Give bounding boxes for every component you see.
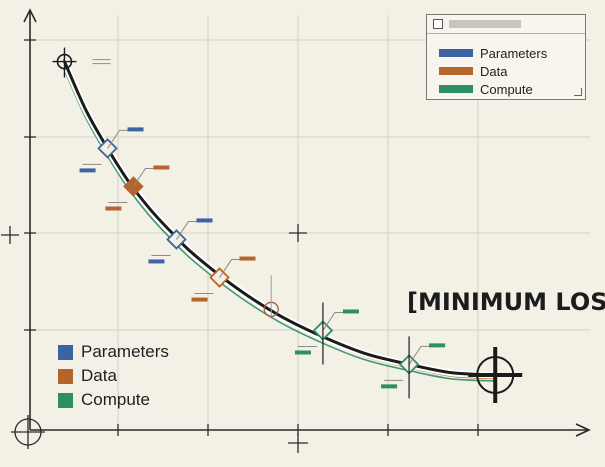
marker-tag	[342, 309, 359, 314]
legend-swatch-compute	[439, 85, 473, 93]
curve-halo	[61, 60, 496, 379]
legend-label-compute: Compute	[480, 81, 533, 97]
legend-inline-label-parameters: Parameters	[81, 342, 169, 361]
crosshair-decorations	[1, 224, 308, 453]
marker-tag	[153, 165, 170, 170]
data-markers	[52, 47, 523, 403]
marker-tag	[105, 206, 122, 211]
marker-start	[52, 47, 111, 78]
marker-leader	[176, 220, 197, 240]
marker-minimum	[468, 346, 523, 403]
series-lines	[61, 58, 497, 382]
marker-leader	[107, 129, 128, 149]
legend-panel-item-compute: Compute	[439, 81, 533, 97]
legend-swatch-parameters	[439, 49, 473, 57]
legend-panel-titlebar	[427, 15, 585, 34]
marker-tag	[196, 218, 213, 223]
marker-data	[105, 165, 170, 211]
marker-tag	[381, 384, 398, 389]
legend-swatch-data	[439, 67, 473, 75]
resize-handle-icon[interactable]	[574, 88, 582, 96]
legend-label-data: Data	[480, 63, 508, 79]
legend-square-parameters	[58, 344, 73, 360]
legend-inline: Parameters Data Compute	[58, 340, 169, 412]
legend-label-parameters: Parameters	[480, 45, 548, 61]
checkbox-icon[interactable]	[433, 19, 443, 29]
marker-leader	[132, 168, 154, 187]
marker-data	[191, 256, 256, 302]
legend-panel-item-parameters: Parameters	[439, 45, 547, 61]
marker-leader	[322, 311, 343, 331]
diamond-marker	[209, 267, 230, 288]
marker-tag	[239, 256, 256, 261]
marker-compute	[381, 336, 446, 399]
diamond-marker	[97, 138, 118, 159]
marker-leader	[408, 345, 430, 365]
x-axis-arrow	[575, 423, 591, 437]
titlebar-placeholder-bar	[449, 20, 521, 28]
marker-tag	[294, 350, 311, 355]
marker-leader	[219, 259, 240, 278]
legend-square-compute	[58, 392, 73, 408]
series-line-compute	[62, 67, 495, 382]
marker-other	[263, 275, 279, 317]
axes	[23, 8, 591, 437]
marker-tag	[429, 343, 446, 348]
legend-panel-item-data: Data	[439, 63, 507, 79]
legend-square-data	[58, 368, 73, 384]
marker-tag	[79, 168, 96, 173]
legend-inline-label-data: Data	[81, 366, 117, 385]
marker-tag	[191, 297, 208, 302]
marker-compute	[294, 302, 359, 365]
legend-inline-item-compute: Compute	[58, 388, 169, 412]
series-line-data	[65, 64, 497, 380]
marker-parameters	[79, 127, 144, 173]
y-axis-arrow	[23, 8, 37, 23]
marker-tag	[127, 127, 144, 132]
marker-parameters	[148, 218, 213, 264]
marker-tag	[148, 259, 165, 264]
series-line-parameters	[62, 58, 495, 374]
legend-inline-item-data: Data	[58, 364, 169, 388]
legend-inline-item-parameters: Parameters	[58, 340, 169, 364]
legend-panel: Parameters Data Compute	[426, 14, 586, 100]
legend-inline-label-compute: Compute	[81, 390, 150, 409]
minimum-loss-annotation: [MINIMUM LOSS]	[407, 288, 605, 316]
loss-curve-line	[63, 60, 496, 377]
